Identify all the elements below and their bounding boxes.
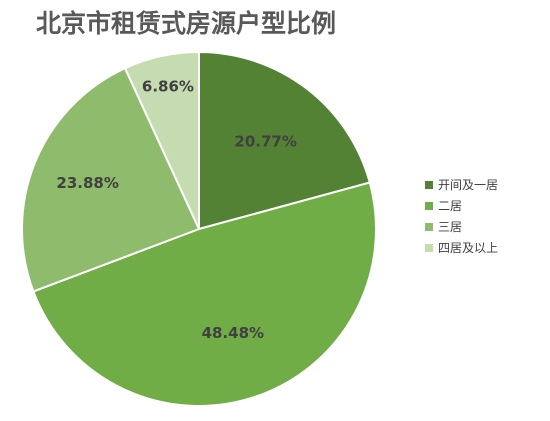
legend-swatch <box>425 222 433 231</box>
legend-label: 三居 <box>438 220 463 234</box>
legend-swatch <box>425 201 433 210</box>
legend-swatch <box>425 180 433 189</box>
pie-data-labels: 20.77% 48.48% 23.88% 6.86% <box>56 78 296 342</box>
legend-item: 二居 <box>425 195 498 216</box>
legend-item: 三居 <box>425 216 498 237</box>
chart-title: 北京市租赁式房源户型比例 <box>36 9 337 38</box>
legend-label: 二居 <box>438 199 463 213</box>
pie-slices <box>21 50 377 407</box>
legend-label: 四居及以上 <box>438 241 499 255</box>
pie-data-label: 20.77% <box>234 132 296 150</box>
pie-data-label: 48.48% <box>202 324 264 342</box>
legend-item: 四居及以上 <box>425 237 498 258</box>
pie-slice <box>21 66 201 293</box>
legend-swatch <box>425 243 433 252</box>
chart-legend: 开间及一居二居三居四居及以上 <box>425 174 498 258</box>
legend-label: 开间及一居 <box>438 178 499 192</box>
pie-slice <box>123 50 200 230</box>
pie-slice <box>198 50 372 231</box>
pie-data-label: 6.86% <box>142 78 194 96</box>
pie-data-label: 23.88% <box>56 174 118 192</box>
pie-slice <box>32 181 377 407</box>
legend-item: 开间及一居 <box>425 174 498 195</box>
